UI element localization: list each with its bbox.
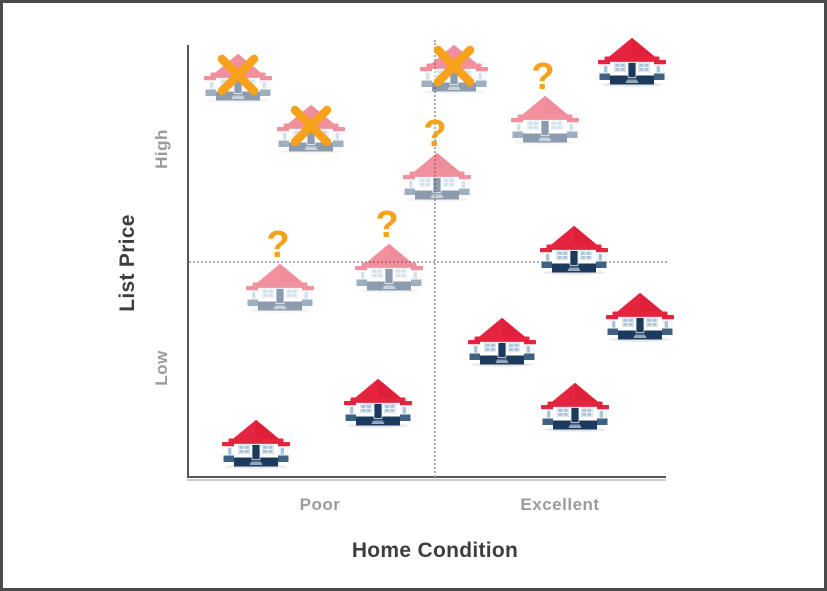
house-icon: [511, 95, 579, 145]
y-tick-low: Low: [152, 350, 171, 386]
house-marker: [468, 317, 536, 367]
house-icon: [355, 243, 423, 293]
price-quadrant-dotted-line: [189, 261, 667, 263]
x-axis-shadow-line: [187, 479, 666, 481]
question-mark-icon: ?: [423, 113, 447, 155]
question-mark-icon: ?: [531, 56, 555, 98]
house-icon: [246, 263, 314, 313]
uncertain-house-marker: [355, 243, 423, 293]
house-icon: [606, 292, 674, 342]
house-marker: [598, 37, 666, 87]
house-icon: [403, 152, 471, 202]
x-cross-icon: [214, 51, 262, 99]
uncertain-house-marker: [403, 152, 471, 202]
x-axis-line: [187, 476, 666, 478]
question-mark-icon: ?: [375, 204, 399, 246]
x-tick-excellent: Excellent: [520, 495, 600, 514]
house-marker: [541, 382, 609, 432]
house-marker: [606, 292, 674, 342]
house-icon: [344, 378, 412, 428]
house-icon: [468, 317, 536, 367]
y-tick-high: High: [152, 129, 171, 169]
uncertain-house-marker: [246, 263, 314, 313]
question-mark-icon: ?: [266, 224, 290, 266]
x-cross-icon: [430, 42, 478, 90]
x-cross-icon: [287, 102, 335, 150]
y-axis-line: [187, 45, 189, 478]
x-axis-title: Home Condition: [351, 539, 519, 562]
house-marker: [540, 225, 608, 275]
house-icon: [541, 382, 609, 432]
uncertain-house-marker: [511, 95, 579, 145]
house-icon: [540, 225, 608, 275]
x-tick-poor: Poor: [299, 495, 341, 514]
condition-quadrant-dotted-line: [434, 40, 436, 477]
house-marker: [222, 419, 290, 469]
house-marker: [344, 378, 412, 428]
house-icon: [222, 419, 290, 469]
house-icon: [598, 37, 666, 87]
y-axis-title: List Price: [116, 214, 139, 312]
